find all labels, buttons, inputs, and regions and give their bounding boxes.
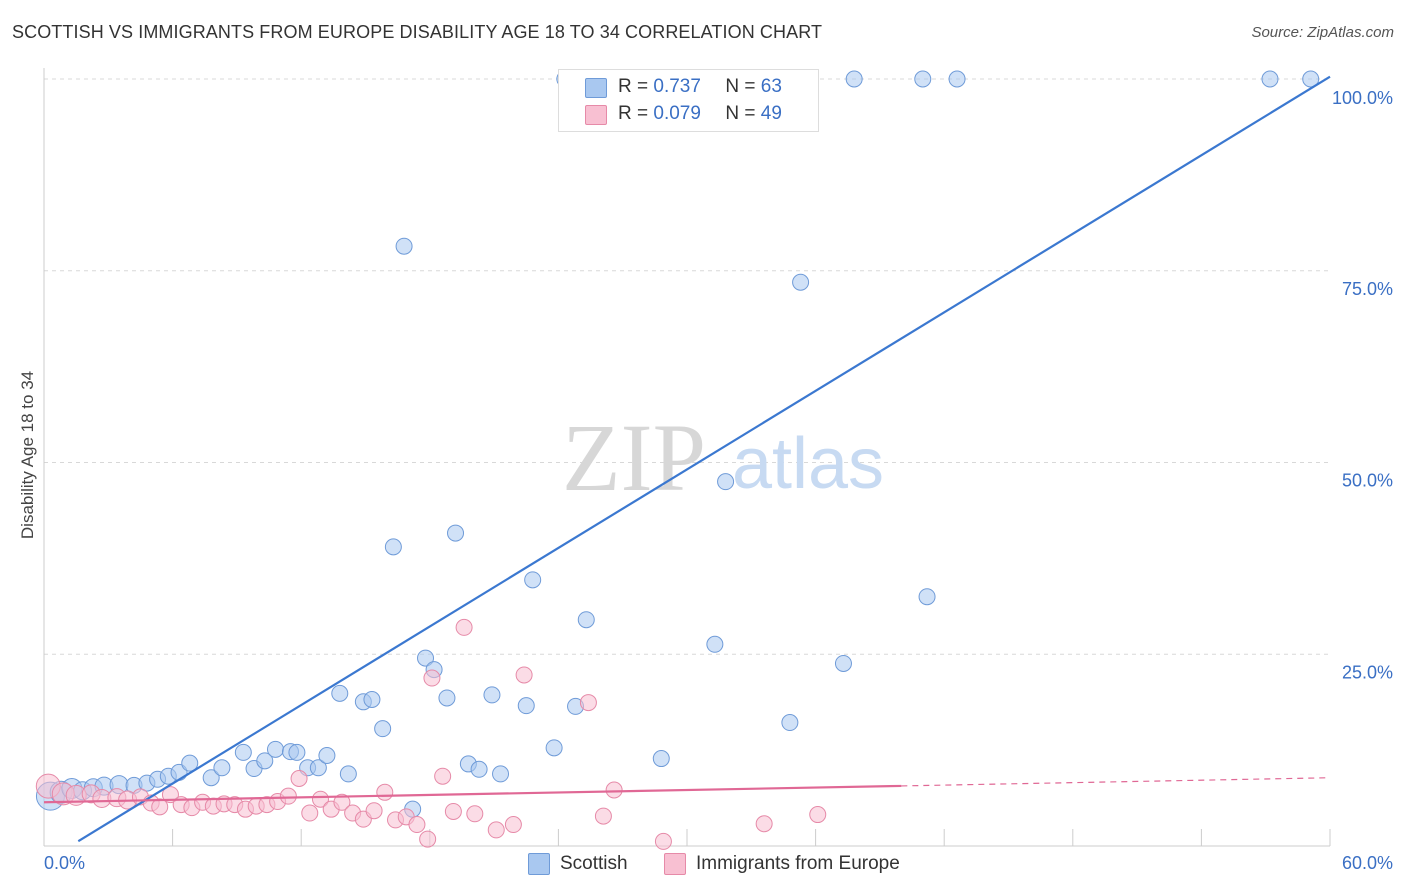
- scottish-point: [395, 237, 413, 255]
- scottish-point: [181, 754, 199, 772]
- legend-r-label: R =: [618, 103, 649, 124]
- scottish-point: [470, 760, 488, 778]
- immigrants-point: [755, 815, 773, 833]
- immigrants-point: [605, 781, 623, 799]
- scottish-point: [438, 689, 456, 707]
- immigrants-trend-line: [43, 784, 902, 804]
- trend-layer: [43, 75, 1331, 843]
- immigrants-point: [444, 802, 462, 820]
- y-axis-label: Disability Age 18 to 34: [18, 370, 37, 540]
- immigrants-point: [311, 790, 329, 808]
- x-tick-label: 60.0%: [1342, 853, 1393, 873]
- legend-r-value: 0.079: [653, 103, 701, 124]
- immigrants-point: [408, 816, 426, 834]
- immigrants-trend-extension: [901, 777, 1331, 787]
- scottish-point: [483, 686, 501, 704]
- legend-n-value: 49: [760, 103, 782, 124]
- immigrants-swatch: [585, 105, 607, 125]
- scottish-point: [374, 720, 392, 738]
- immigrants-point: [376, 783, 394, 801]
- immigrants-point: [434, 767, 452, 785]
- legend-row-immigrants: R = 0.079 N = 49: [585, 101, 782, 127]
- points-layer: [35, 70, 1320, 850]
- scottish-point: [577, 611, 595, 629]
- scottish-legend-swatch: [528, 853, 550, 875]
- watermark-zip: ZIP: [562, 404, 706, 511]
- immigrants-point: [333, 793, 351, 811]
- scottish-point: [918, 588, 936, 606]
- legend-r-label: R =: [618, 76, 649, 97]
- immigrants-point: [594, 807, 612, 825]
- legend-row-scottish: R = 0.737 N = 63: [585, 74, 782, 100]
- immigrants-point: [654, 832, 672, 850]
- scottish-point: [706, 635, 724, 653]
- scottish-point: [318, 746, 336, 764]
- legend-n-label: N =: [725, 76, 756, 97]
- immigrants-point: [504, 816, 522, 834]
- scottish-point: [652, 750, 670, 768]
- scottish-point: [339, 765, 357, 783]
- scottish-point: [309, 759, 327, 777]
- scottish-point: [288, 743, 306, 761]
- y-tick-label: 75.0%: [1342, 279, 1393, 299]
- legend-n-label: N =: [725, 103, 756, 124]
- scottish-point: [202, 769, 220, 787]
- scottish-point: [447, 524, 465, 542]
- scottish-point: [517, 697, 535, 715]
- bottom-legend-immigrants[interactable]: Immigrants from Europe: [664, 852, 900, 876]
- immigrants-point: [455, 618, 473, 636]
- y-tick-label: 50.0%: [1342, 471, 1393, 491]
- x-tick-label: 0.0%: [44, 853, 85, 873]
- scottish-point: [363, 691, 381, 709]
- scottish-point: [213, 759, 231, 777]
- bottom-legend-scottish[interactable]: Scottish: [528, 852, 628, 876]
- scottish-point: [1302, 70, 1320, 88]
- immigrants-point: [290, 770, 308, 788]
- legend-n-value: 63: [760, 76, 782, 97]
- immigrants-point: [279, 787, 297, 805]
- scottish-point: [834, 654, 852, 672]
- scottish-point: [417, 649, 435, 667]
- scottish-point: [845, 70, 863, 88]
- scottish-point: [545, 739, 563, 757]
- immigrants-legend-swatch: [664, 853, 686, 875]
- immigrants-point: [579, 694, 597, 712]
- immigrants-point: [423, 669, 441, 687]
- immigrants-point: [151, 798, 169, 816]
- correlation-legend: R = 0.737 N = 63 R = 0.079 N = 49: [558, 69, 819, 132]
- tick-layer: 25.0% 50.0% 75.0% 100.0% 0.0% 60.0%: [44, 88, 1393, 873]
- scottish-point: [266, 740, 284, 758]
- scottish-point: [234, 743, 252, 761]
- scottish-point: [331, 684, 349, 702]
- scottish-point: [524, 571, 542, 589]
- immigrants-point: [419, 830, 437, 848]
- immigrants-point: [466, 805, 484, 823]
- immigrants-legend-label: Immigrants from Europe: [696, 853, 900, 874]
- immigrants-point: [809, 806, 827, 824]
- scottish-point: [492, 765, 510, 783]
- immigrants-point: [487, 821, 505, 839]
- chart-title: SCOTTISH VS IMMIGRANTS FROM EUROPE DISAB…: [12, 22, 823, 42]
- scottish-point: [781, 714, 799, 732]
- scottish-legend-label: Scottish: [560, 853, 628, 874]
- immigrants-point: [515, 666, 533, 684]
- scottish-point: [792, 273, 810, 291]
- scottish-point: [384, 538, 402, 556]
- scottish-trend-line: [77, 75, 1331, 843]
- immigrants-point: [161, 786, 179, 804]
- legend-r-value: 0.737: [653, 76, 701, 97]
- watermark-atlas: atlas: [732, 424, 884, 504]
- y-tick-label: 100.0%: [1332, 88, 1393, 108]
- scottish-swatch: [585, 78, 607, 98]
- source-credit: Source: ZipAtlas.com: [1251, 24, 1394, 41]
- y-tick-label: 25.0%: [1342, 662, 1393, 682]
- scottish-point: [717, 473, 735, 491]
- immigrants-point: [365, 802, 383, 820]
- scottish-point: [914, 70, 932, 88]
- scottish-point: [1261, 70, 1279, 88]
- scottish-point: [948, 70, 966, 88]
- scottish-point: [256, 752, 274, 770]
- immigrants-point: [301, 804, 319, 822]
